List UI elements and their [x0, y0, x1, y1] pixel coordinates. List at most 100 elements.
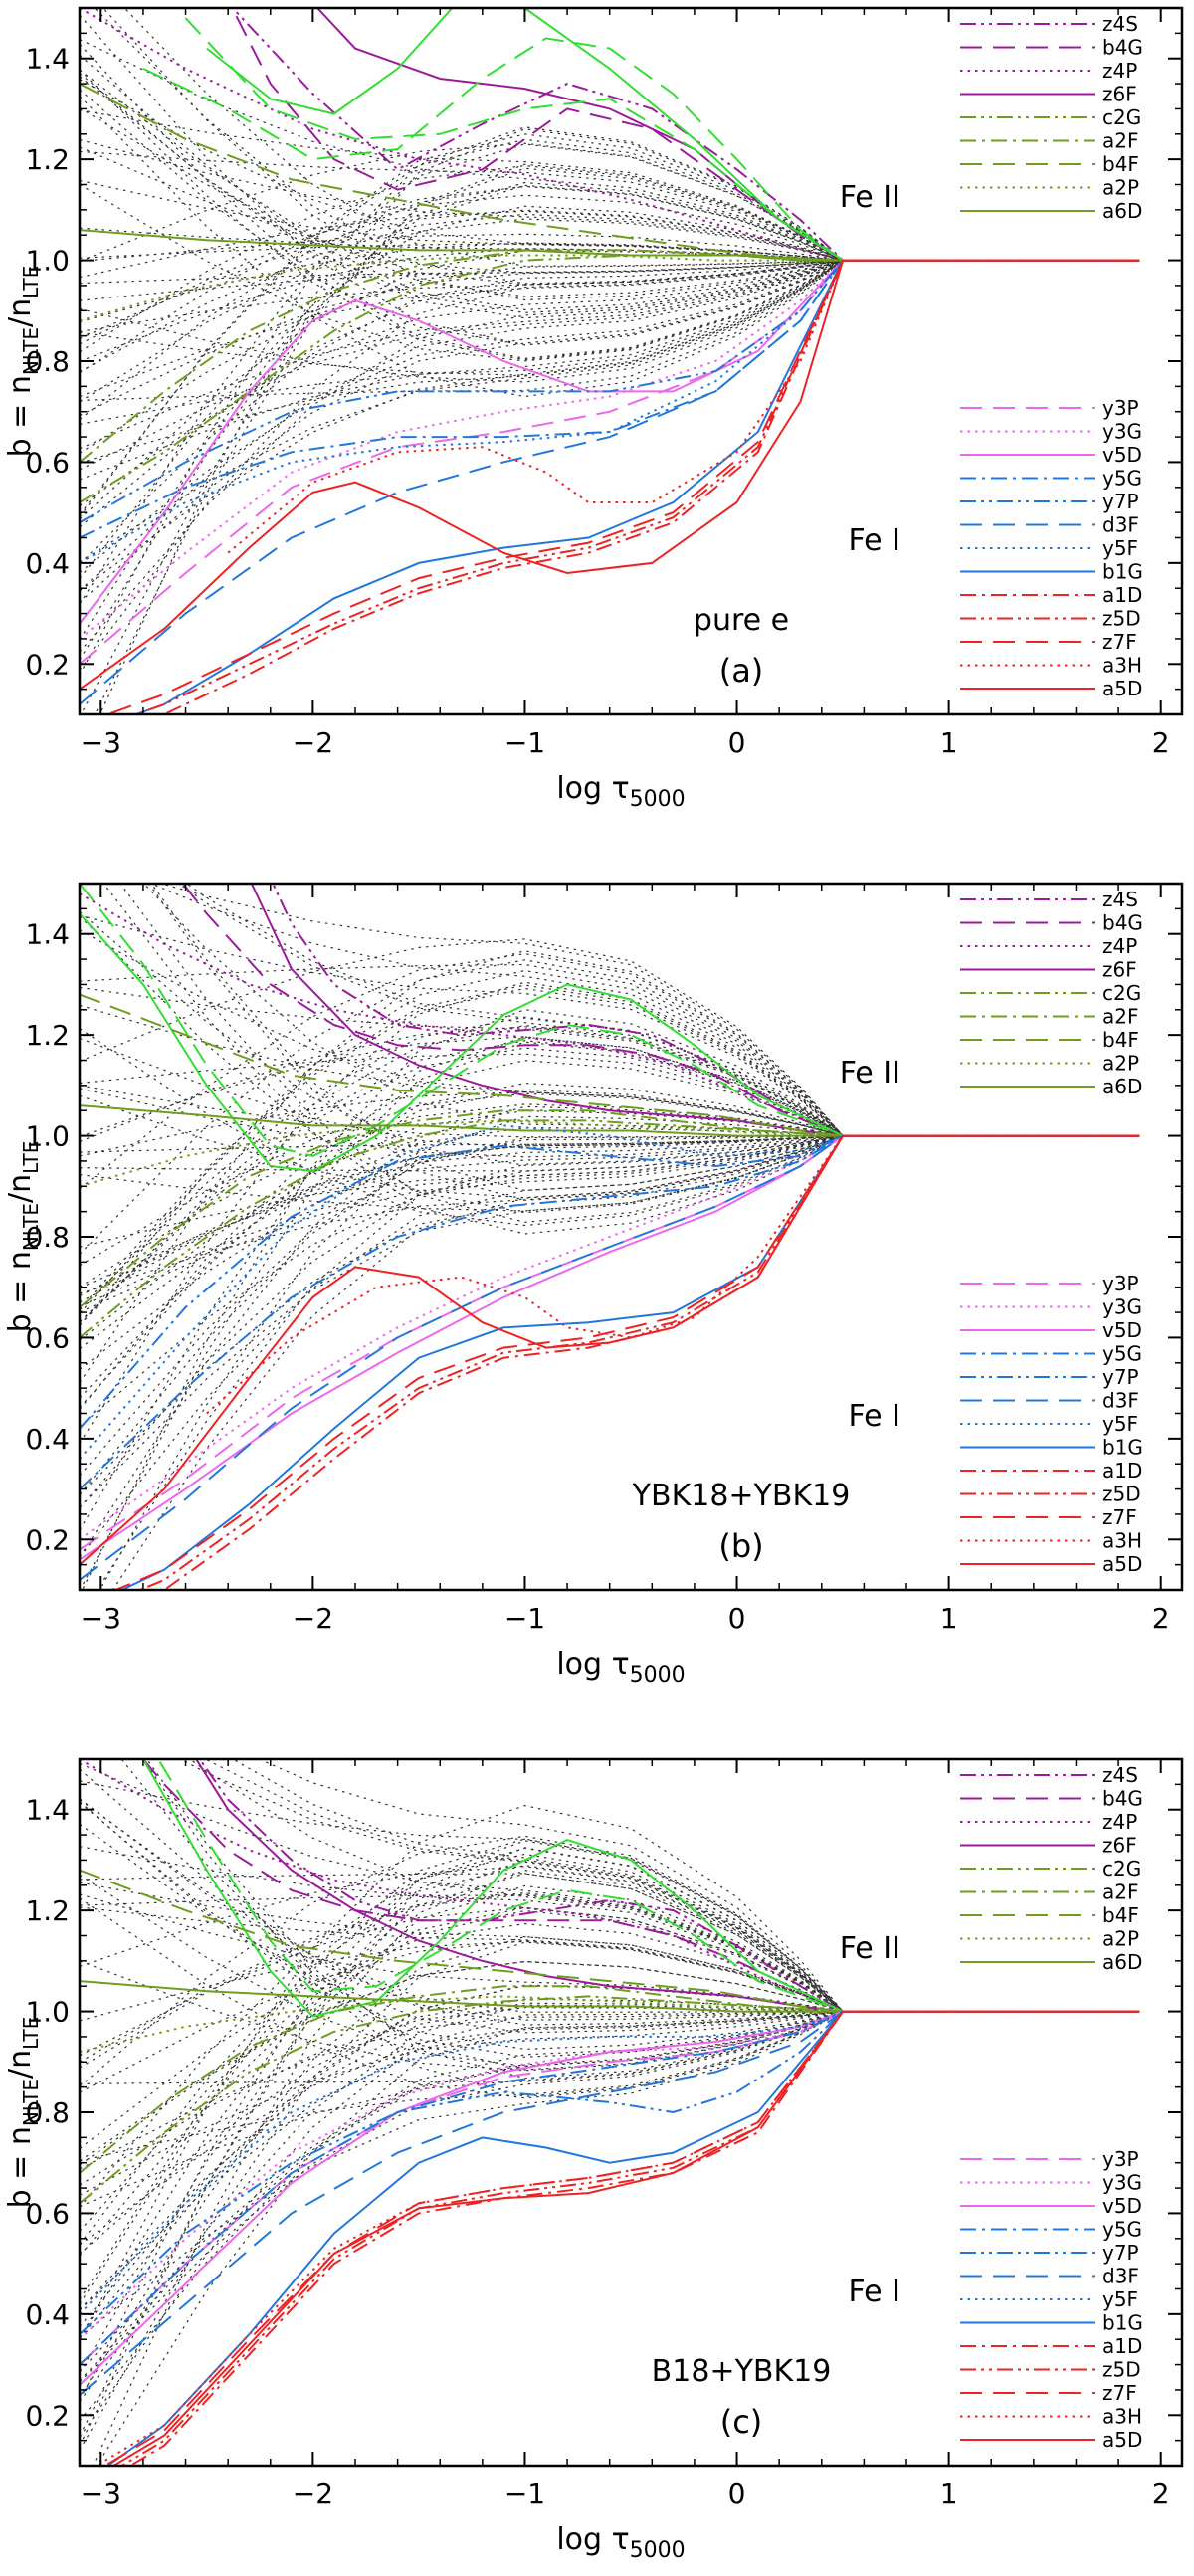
- y-tick-label: 0.6: [25, 446, 70, 479]
- ion-label-fe-ii: Fe II: [840, 1931, 900, 1966]
- x-tick-label: −2: [293, 1602, 333, 1635]
- legend-label-y7P: y7P: [1102, 2241, 1139, 2265]
- legend-label-c2G: c2G: [1102, 1857, 1141, 1881]
- y-axis-label-sub2: LTE: [19, 266, 43, 298]
- background-level-line: [80, 260, 1140, 653]
- y-tick-label: 1.4: [25, 43, 70, 76]
- x-axis-label-sub: 5000: [630, 2538, 686, 2563]
- y-tick-label: 1.0: [25, 1996, 70, 2029]
- y-tick-label: 0.8: [25, 1221, 70, 1254]
- legend-label-a3H: a3H: [1102, 1529, 1142, 1553]
- series-line-z6F: [195, 1759, 1140, 2013]
- legend-label-b1G: b1G: [1102, 1436, 1143, 1460]
- series-line-a3H: [206, 1134, 1140, 1415]
- background-level-line: [80, 2010, 1140, 2208]
- background-level-line: [80, 1873, 1140, 2013]
- series-line-b4F: [80, 993, 1140, 1137]
- series-line-v5D: [80, 1134, 1140, 1561]
- background-level-line: [80, 1004, 1140, 1137]
- y-tick-label: 0.2: [25, 648, 70, 681]
- legend-label-z6F: z6F: [1102, 1834, 1137, 1858]
- background-level-line: [80, 1036, 1140, 1531]
- y-tick-label: 1.2: [25, 143, 70, 176]
- panel-label: (a): [719, 652, 764, 690]
- background-level-line: [80, 143, 1140, 605]
- background-level-line: [80, 1891, 1140, 2063]
- y-tick-label: 0.4: [25, 1423, 70, 1456]
- background-level-line: [80, 260, 1140, 383]
- background-level-line: [80, 952, 1140, 1190]
- background-level-line: [80, 1134, 1140, 1428]
- legend-label-c2G: c2G: [1102, 981, 1141, 1005]
- x-axis-label: log τ5000: [556, 2522, 685, 2563]
- y-tick-label: 0.6: [25, 2197, 70, 2230]
- y-tick-label: 0.8: [25, 345, 70, 378]
- y-axis-label-sub2: LTE: [19, 2017, 43, 2050]
- series-line-z5D: [137, 1134, 1140, 1590]
- background-level-line: [80, 1134, 1140, 1172]
- background-level-line: [80, 1853, 1140, 2209]
- series-line-y5G: [80, 259, 1140, 539]
- legend-label-a2P: a2P: [1102, 176, 1139, 200]
- y-axis-label-prefix: b = n: [3, 375, 38, 457]
- background-level-line: [80, 209, 1140, 339]
- background-level-line: [80, 1134, 1140, 1508]
- series-line-y7P: [80, 259, 1140, 524]
- background-level-line: [80, 69, 1140, 297]
- panel-label: (b): [718, 1527, 763, 1565]
- y-tick-label: 1.4: [25, 918, 70, 951]
- legend-label-d3F: d3F: [1102, 1389, 1139, 1413]
- background-level-line: [80, 126, 1140, 676]
- series-line-z7F: [104, 259, 1140, 714]
- series-line-a1D: [128, 2010, 1140, 2466]
- chart-panel-3: −3 −2 −1 0 1 2 0.2 0.4 0.6 0.8 1.0 1.2 1.4 log τ5000 b…: [3, 1757, 1184, 2563]
- x-tick-label: −1: [504, 2477, 545, 2510]
- legend-label-d3F: d3F: [1102, 513, 1139, 537]
- background-level-line: [80, 2010, 1140, 2084]
- background-level-line: [80, 1134, 1140, 1495]
- background-level-line: [80, 1047, 1140, 1323]
- background-level-line: [80, 1840, 1140, 2401]
- x-tick-label: −1: [504, 726, 545, 759]
- background-level-line: [80, 96, 1140, 398]
- background-level-line: [80, 1894, 1140, 2013]
- ion-label-fe-i: Fe I: [849, 1399, 900, 1434]
- legend-label-b4G: b4G: [1102, 911, 1143, 935]
- series-line-a3H: [95, 2010, 1140, 2466]
- legend-label-z4S: z4S: [1102, 888, 1138, 911]
- background-level-line: [80, 2010, 1140, 2196]
- legend-label-a3H: a3H: [1102, 654, 1142, 678]
- background-level-line: [142, 1759, 1140, 2097]
- series-line-b1G: [119, 1134, 1140, 1590]
- legend-label-z4P: z4P: [1102, 59, 1137, 83]
- legend-label-a5D: a5D: [1102, 677, 1142, 700]
- series-line-d3F: [80, 2010, 1140, 2396]
- series-line-y3G: [80, 259, 1140, 640]
- background-level-line: [80, 243, 1140, 262]
- background-level-line: [80, 260, 1140, 464]
- background-level-line: [80, 910, 1140, 1166]
- legend-label-y7P: y7P: [1102, 1365, 1139, 1389]
- background-level-line: [231, 1759, 1140, 2013]
- background-level-line: [80, 1134, 1140, 1558]
- legend-label-b4F: b4F: [1102, 152, 1139, 176]
- background-level-line: [80, 1088, 1140, 1158]
- background-level-line: [80, 1799, 1140, 2013]
- y-tick-label: 0.2: [25, 2399, 70, 2432]
- x-tick-label: −1: [504, 1602, 545, 1635]
- background-level-line: [258, 1759, 1140, 2013]
- background-level-line: [97, 1134, 1140, 1590]
- series-line-b4G: [141, 1759, 1140, 2013]
- plot-frame: [78, 6, 1184, 716]
- background-level-line: [80, 1040, 1140, 1322]
- background-level-line: [147, 884, 1140, 1201]
- y-axis-label-mid: /n: [3, 298, 38, 327]
- y-tick-label: 1.0: [25, 1120, 70, 1153]
- background-level-line: [80, 1893, 1140, 2069]
- background-level-line: [80, 1134, 1140, 1248]
- background-level-line: [80, 260, 1140, 481]
- legend-label-v5D: v5D: [1102, 443, 1142, 467]
- y-axis-label-sub1: NLTE: [19, 1203, 43, 1251]
- y-axis-label-mid: /n: [3, 2050, 38, 2079]
- background-level-line: [80, 179, 1140, 262]
